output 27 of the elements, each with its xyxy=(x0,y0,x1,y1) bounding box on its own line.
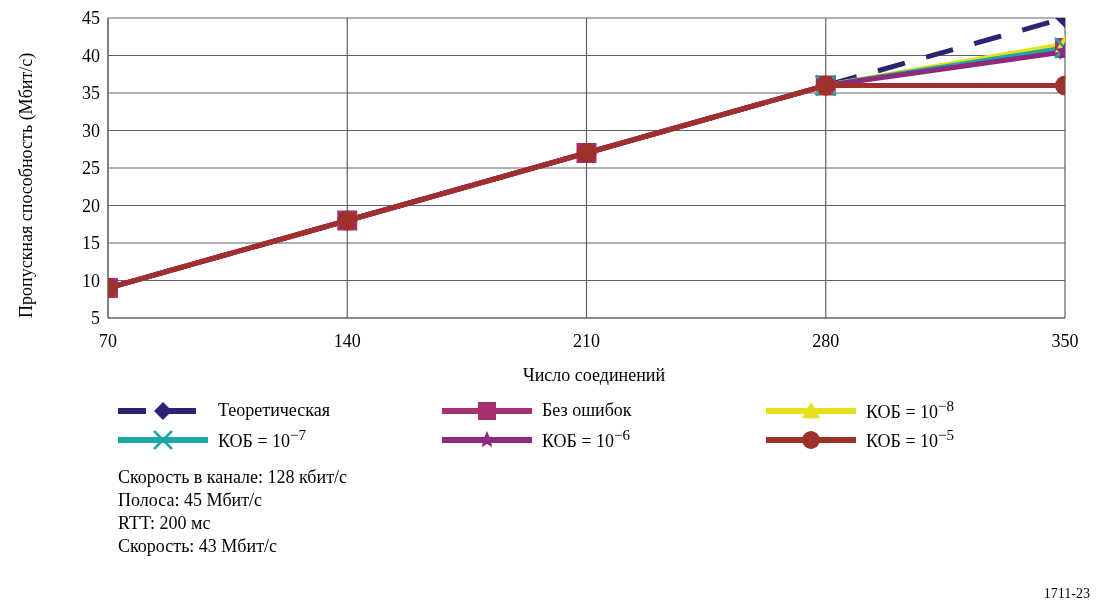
y-tick-label: 35 xyxy=(82,83,100,104)
legend-label: Без ошибок xyxy=(542,400,632,421)
legend-label: КОБ = 10$^{−6}$ xyxy=(542,427,631,452)
text: Скорость в канале: 128 кбит/с xyxy=(118,466,348,489)
y-axis-title: Пропускная способность (Мбит/с) xyxy=(16,52,38,318)
x-tick-label: 350 xyxy=(1051,330,1079,351)
y-tick-label: 45 xyxy=(82,8,100,29)
text: Полоса: 45 Мбит/с xyxy=(118,489,264,512)
y-tick-label: 15 xyxy=(82,233,100,254)
text: RTT: 200 мс xyxy=(118,512,212,535)
x-tick-label: 70 xyxy=(99,330,117,351)
y-tick-label: 40 xyxy=(82,45,100,66)
y-tick-label: 30 xyxy=(82,120,100,141)
y-tick-label: 10 xyxy=(82,270,100,291)
legend-label: КОБ = 10$^{−8}$ xyxy=(866,398,955,423)
legend-label: КОБ = 10$^{−5}$ xyxy=(866,427,955,452)
y-tick-label: 5 xyxy=(91,308,100,329)
x-tick-label: 210 xyxy=(573,330,600,351)
y-tick-label: 20 xyxy=(82,195,100,216)
x-tick-label: 140 xyxy=(333,330,361,351)
legend-label: Теоретическая xyxy=(218,400,331,421)
x-tick-label: 280 xyxy=(812,330,840,351)
legend-label: КОБ = 10$^{−7}$ xyxy=(218,427,307,452)
text: Скорость: 43 Мбит/с xyxy=(118,535,278,558)
text: 1711-23 xyxy=(1043,586,1090,602)
y-tick-label: 25 xyxy=(82,158,100,179)
x-axis-title: Число соединений xyxy=(521,365,667,386)
